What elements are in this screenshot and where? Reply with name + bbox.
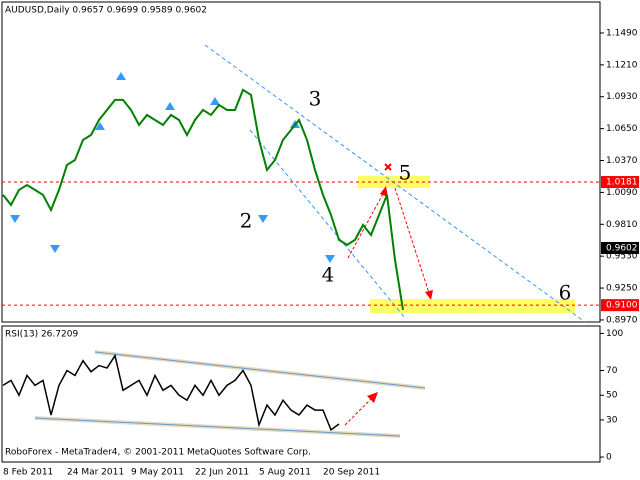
y-tick-label: 0	[606, 453, 612, 463]
cross-mark	[384, 163, 392, 171]
rsi-trend	[94, 351, 426, 389]
arrow-head	[380, 186, 388, 197]
x-tick-label: 24 Mar 2011	[67, 468, 124, 478]
rsi-panel	[1, 325, 601, 463]
y-tick-label: 1.1490	[606, 28, 638, 38]
level-box	[601, 176, 639, 189]
x-tick-label: 5 Aug 2011	[259, 468, 311, 478]
y-tick-label: 1.1210	[606, 60, 638, 70]
channel-line	[204, 44, 586, 323]
x-tick-label: 8 Feb 2011	[3, 468, 53, 478]
forecast-arrow	[394, 187, 431, 297]
footer: RoboForex - MetaTrader4, © 2001-2011 Met…	[5, 448, 311, 458]
current-price-box	[601, 241, 639, 254]
y-tick-label: 0.9530	[606, 252, 638, 262]
wave-label: 2	[240, 209, 253, 233]
arrow-head	[425, 290, 433, 300]
level-label: 0.9100	[606, 301, 638, 311]
x-tick-label: 22 Jun 2011	[195, 468, 249, 478]
chart-title: AUDUSD,Daily 0.9657 0.9699 0.9589 0.9602	[5, 6, 207, 16]
wave-label: 5	[399, 161, 412, 185]
y-tick-label: 1.0650	[606, 124, 638, 134]
y-tick-label: 1.0090	[606, 188, 638, 198]
wave-label: 4	[322, 263, 335, 287]
level-box	[601, 299, 639, 312]
series-line	[2, 353, 340, 432]
y-tick-label: 1.0930	[606, 92, 638, 102]
y-tick-label: 0.9810	[606, 220, 638, 230]
arrow-head	[367, 392, 378, 403]
forecast-arrow	[344, 397, 373, 426]
rsi-title: RSI(13) 26.7209	[5, 330, 78, 340]
x-tick-label: 9 May 2011	[131, 468, 184, 478]
y-tick-label: 100	[606, 329, 623, 339]
y-tick-label: 50	[606, 391, 618, 401]
wave-label: 3	[309, 87, 322, 111]
current-price-label: 0.9602	[606, 243, 638, 253]
x-tick-label: 20 Sep 2011	[323, 468, 380, 478]
y-tick-label: 0.8970	[606, 315, 638, 325]
fractals	[10, 72, 335, 263]
y-tick-label: 0.9250	[606, 284, 638, 294]
rsi-trend	[34, 417, 401, 437]
price-panel	[1, 1, 601, 323]
series-line	[2, 88, 404, 311]
forecast-arrow	[347, 191, 385, 259]
channel-line	[249, 129, 406, 319]
level-label: 1.0181	[606, 178, 638, 188]
y-tick-label: 1.0370	[606, 156, 638, 166]
wave-label: 6	[559, 281, 572, 305]
target-zone	[370, 299, 575, 313]
y-tick-label: 30	[606, 415, 618, 425]
y-tick-label: 70	[606, 366, 618, 376]
